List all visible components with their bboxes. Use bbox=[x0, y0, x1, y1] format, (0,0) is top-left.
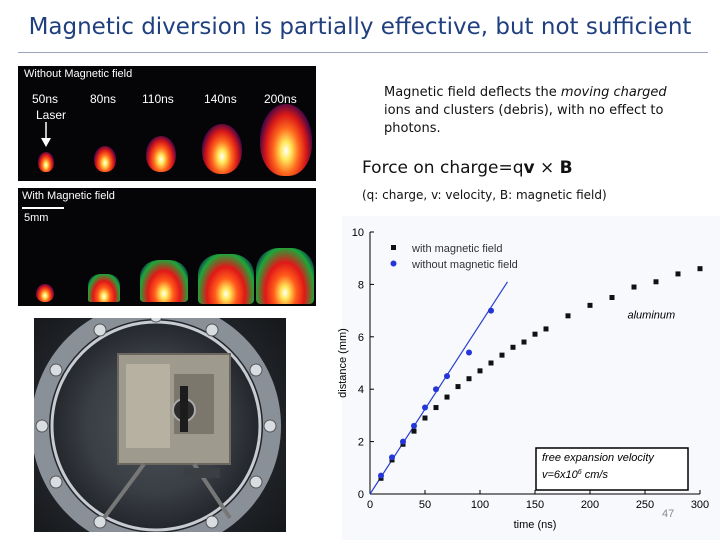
chamber-illustration bbox=[34, 318, 281, 532]
data-point-with-field bbox=[521, 339, 527, 345]
time-label: 200ns bbox=[264, 92, 297, 106]
description-text: Magnetic field deflects the bbox=[384, 85, 561, 100]
panel-label-without-field: Without Magnetic field bbox=[24, 68, 133, 80]
x-tick-label: 200 bbox=[581, 499, 599, 511]
plume-image bbox=[36, 284, 54, 302]
description-text: ions and clusters (debris), with no effe… bbox=[384, 103, 664, 136]
scale-label: 5mm bbox=[24, 212, 49, 224]
plume-image bbox=[146, 136, 176, 172]
data-point-with-field bbox=[433, 405, 439, 411]
annotation-velocity: v=6x10 bbox=[542, 469, 579, 481]
plume-image bbox=[88, 274, 120, 302]
y-tick-label: 4 bbox=[358, 384, 364, 396]
plume-panel-with-field: With Magnetic field 5mm bbox=[18, 188, 316, 306]
title-divider bbox=[18, 52, 708, 53]
time-label: 110ns bbox=[142, 92, 174, 106]
time-label: 80ns bbox=[90, 92, 117, 106]
data-point-without-field bbox=[444, 373, 450, 380]
data-point-with-field bbox=[609, 295, 615, 300]
data-point-with-field bbox=[422, 415, 428, 421]
arrow-down-icon bbox=[41, 122, 51, 147]
data-point-with-field bbox=[466, 376, 472, 382]
description-emphasis: charged bbox=[613, 85, 667, 100]
y-tick-label: 6 bbox=[358, 332, 364, 344]
data-point-with-field bbox=[499, 352, 505, 358]
data-point-with-field bbox=[510, 344, 516, 350]
data-point-with-field bbox=[543, 326, 549, 332]
data-point-without-field bbox=[389, 454, 395, 461]
x-tick-label: 50 bbox=[419, 499, 431, 511]
data-point-with-field bbox=[653, 279, 659, 285]
annotation-line: v=6x106 cm/s bbox=[542, 469, 608, 481]
x-tick-label: 150 bbox=[526, 499, 544, 511]
annotation-unit: cm/s bbox=[582, 469, 609, 481]
vacuum-chamber-photo bbox=[34, 318, 286, 532]
scale-bar bbox=[22, 207, 64, 209]
force-text: Force on charge=q bbox=[362, 158, 524, 178]
deflection-description: Magnetic field deflects the moving charg… bbox=[384, 84, 684, 138]
chart-legend: with magnetic field without magnetic fiel… bbox=[390, 243, 518, 271]
plume-image bbox=[140, 260, 188, 302]
y-tick-label: 8 bbox=[358, 279, 364, 291]
data-point-with-field bbox=[631, 284, 637, 290]
data-point-with-field bbox=[488, 360, 494, 366]
panel-label-with-field: With Magnetic field bbox=[22, 190, 115, 202]
x-tick-label: 250 bbox=[636, 499, 654, 511]
data-point-without-field bbox=[433, 386, 439, 393]
x-tick-label: 0 bbox=[367, 499, 373, 511]
legend-label: with magnetic field bbox=[411, 243, 503, 255]
data-point-without-field bbox=[466, 349, 472, 356]
page-number: 47 bbox=[662, 508, 675, 520]
plume-image bbox=[202, 124, 242, 174]
slide-title: Magnetic diversion is partially effectiv… bbox=[28, 14, 692, 40]
annotation-free-expansion: free expansion velocity v=6x106 cm/s bbox=[535, 447, 689, 491]
data-point-with-field bbox=[532, 331, 538, 337]
data-point-with-field bbox=[587, 302, 593, 308]
force-cross-symbol: × bbox=[534, 158, 560, 178]
x-axis-label: time (ns) bbox=[514, 519, 557, 531]
y-tick-label: 0 bbox=[358, 489, 364, 501]
y-tick-label: 10 bbox=[352, 227, 364, 239]
data-point-with-field bbox=[444, 394, 450, 400]
legend-marker bbox=[391, 245, 396, 250]
laser-label: Laser bbox=[36, 108, 67, 122]
y-axis-label: distance (mm) bbox=[337, 328, 349, 398]
annotation-exponent: 6 bbox=[578, 469, 582, 476]
data-point-with-field bbox=[565, 313, 571, 319]
legend-marker bbox=[390, 260, 397, 267]
y-tick-label: 2 bbox=[358, 437, 364, 449]
annotation-line: free expansion velocity bbox=[542, 452, 655, 464]
data-point-with-field bbox=[697, 266, 703, 272]
data-point-without-field bbox=[488, 307, 494, 314]
x-tick-label: 300 bbox=[691, 499, 709, 511]
plume-image bbox=[198, 254, 254, 304]
legend-label: without magnetic field bbox=[411, 259, 518, 271]
plume-panel-without-field: Without Magnetic field 50ns 80ns 110ns 1… bbox=[18, 66, 316, 181]
force-equation: Force on charge=qv × B bbox=[362, 158, 573, 178]
data-point-with-field bbox=[411, 428, 417, 434]
force-legend-note: (q: charge, v: velocity, B: magnetic fie… bbox=[362, 188, 607, 202]
description-emphasis: moving bbox=[560, 85, 610, 100]
data-point-without-field bbox=[400, 438, 406, 445]
force-field-symbol: B bbox=[559, 158, 573, 178]
distance-time-chart: 0 50 100 150 200 250 300 0 2 4 6 8 10 with magnetic … bbox=[328, 216, 720, 540]
plume-image bbox=[256, 248, 314, 304]
data-point-without-field bbox=[422, 404, 428, 411]
annotation-box bbox=[535, 447, 689, 491]
plume-image bbox=[38, 152, 54, 172]
data-point-without-field bbox=[411, 422, 417, 429]
data-point-with-field bbox=[675, 271, 681, 277]
data-point-with-field bbox=[477, 368, 483, 374]
force-velocity-symbol: v bbox=[523, 158, 535, 178]
plume-image bbox=[94, 146, 116, 172]
annotation-aluminum: aluminum bbox=[628, 309, 676, 321]
time-label: 50ns bbox=[32, 92, 59, 106]
time-label: 140ns bbox=[204, 92, 237, 106]
data-point-with-field bbox=[455, 384, 461, 390]
data-point-without-field bbox=[378, 472, 384, 479]
x-tick-label: 100 bbox=[471, 499, 489, 511]
chart-area bbox=[342, 216, 720, 540]
plume-image bbox=[260, 104, 312, 176]
